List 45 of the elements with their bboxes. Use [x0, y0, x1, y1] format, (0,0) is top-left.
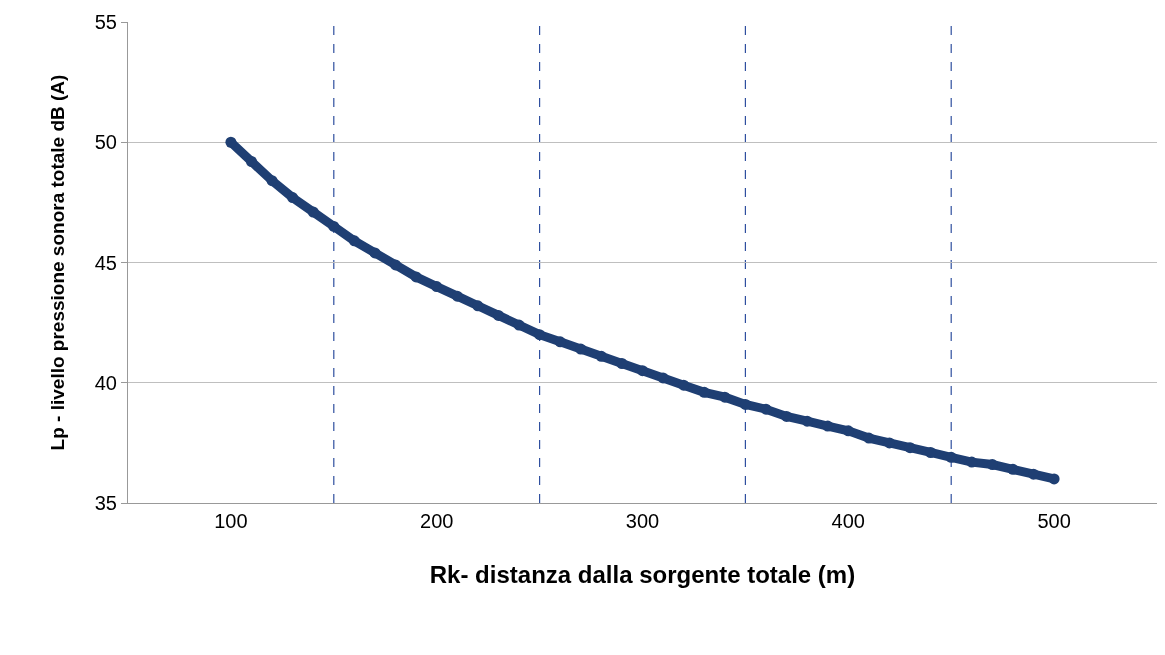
y-tick-label: 35: [94, 492, 117, 514]
point: [307, 206, 319, 218]
point: [698, 386, 710, 398]
point: [266, 175, 278, 187]
point: [966, 456, 978, 468]
point: [595, 350, 607, 362]
point: [348, 235, 360, 247]
point: [245, 155, 257, 167]
x-tick-label: 100: [214, 510, 248, 532]
point: [657, 372, 669, 384]
point: [822, 420, 834, 432]
point: [410, 271, 422, 283]
point: [575, 343, 587, 355]
point: [369, 247, 381, 259]
x-tick-label: 300: [625, 510, 660, 532]
point: [719, 391, 731, 403]
point: [904, 442, 916, 454]
point: [554, 336, 566, 348]
y-tick-label: 45: [94, 251, 117, 274]
point: [1048, 473, 1060, 485]
point: [390, 259, 402, 271]
point: [616, 358, 628, 370]
point: [863, 432, 875, 444]
y-tick-label: 55: [94, 11, 117, 33]
point: [534, 329, 546, 341]
point: [225, 136, 237, 148]
x-tick-label: 400: [831, 510, 865, 532]
point: [739, 398, 751, 410]
point: [801, 415, 813, 427]
point: [513, 319, 525, 331]
point: [760, 403, 772, 415]
point: [472, 300, 484, 312]
point: [492, 309, 504, 321]
y-axis-title: Lp - livello pressione sonora totale dB (A): [46, 74, 68, 451]
point: [328, 220, 340, 232]
x-tick-label: 200: [420, 510, 454, 532]
x-axis-title: Rk- distanza dalla sorgente totale (m): [429, 561, 856, 589]
point: [451, 290, 463, 302]
x-tick-label: 500: [1037, 510, 1071, 532]
point: [287, 192, 299, 204]
point: [678, 379, 690, 391]
point: [431, 281, 443, 293]
point: [637, 365, 648, 377]
y-tick-label: 40: [94, 371, 117, 394]
y-tick-label: 50: [94, 131, 117, 154]
